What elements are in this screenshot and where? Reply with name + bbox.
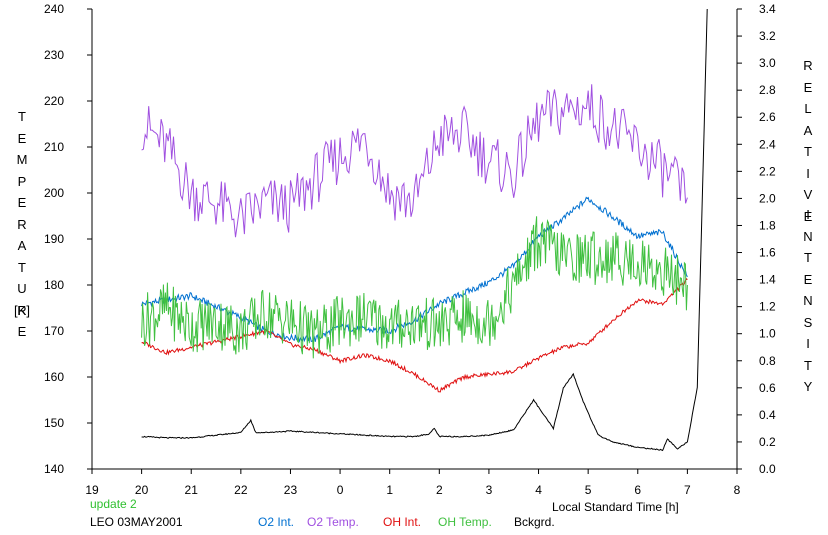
y-left-tick-label: 180 bbox=[44, 278, 64, 292]
y-right-tick-label: 0.0 bbox=[759, 462, 776, 476]
axis-label-letter: R bbox=[803, 58, 813, 73]
y-left-tick-label: 170 bbox=[44, 324, 64, 338]
axis-label-letter: A bbox=[17, 238, 27, 253]
x-tick-label: 8 bbox=[734, 483, 741, 497]
series-line-bckgrd bbox=[141, 8, 708, 452]
x-tick-label: 23 bbox=[284, 483, 298, 497]
legend-item: Bckgrd. bbox=[514, 515, 555, 529]
x-tick-label: 2 bbox=[436, 483, 443, 497]
axis-label-letter: R bbox=[17, 216, 27, 232]
axis-label-letter: E bbox=[17, 130, 27, 146]
y-left-tick-label: 200 bbox=[44, 186, 64, 200]
y-right-tick-label: 0.6 bbox=[759, 381, 776, 395]
y-right-tick-label: 2.0 bbox=[759, 191, 776, 205]
axis-label-letter: R bbox=[17, 302, 27, 318]
axis-label-letter: T bbox=[804, 250, 812, 265]
axis-label-letter: E bbox=[803, 208, 813, 224]
x-tick-label: 1 bbox=[386, 483, 393, 497]
axis-label-letter: A bbox=[803, 122, 813, 138]
axis-label-letter: E bbox=[803, 271, 813, 287]
y-left-tick-label: 150 bbox=[44, 416, 64, 430]
y-right-tick-label: 1.0 bbox=[759, 327, 776, 341]
axis-label-letter: Y bbox=[803, 379, 813, 394]
axis-label-letter: N bbox=[803, 293, 813, 308]
y-right-tick-label: 3.4 bbox=[759, 2, 776, 16]
legend-item: OH Int. bbox=[383, 515, 422, 529]
y-right-tick-label: 2.4 bbox=[759, 137, 776, 151]
axis-label-letter: P bbox=[17, 173, 27, 189]
y-right-tick-label: 1.4 bbox=[759, 273, 776, 287]
x-tick-label: 19 bbox=[85, 483, 99, 497]
x-tick-label: 22 bbox=[234, 483, 248, 497]
axis-label-letter: T bbox=[18, 259, 26, 275]
y-left-tick-label: 210 bbox=[44, 140, 64, 154]
y-right-tick-label: 0.2 bbox=[759, 435, 776, 449]
axis-label-letter: U bbox=[17, 281, 27, 296]
series-line-oh-temp bbox=[141, 216, 688, 359]
y-right-tick-label: 3.0 bbox=[759, 56, 776, 70]
axis-label-letter: T bbox=[804, 357, 812, 373]
legend-item: O2 Temp. bbox=[307, 515, 359, 529]
legend-item: O2 Int. bbox=[258, 515, 295, 529]
series-line-o2-int bbox=[141, 196, 688, 343]
axis-label-letter: T bbox=[804, 144, 812, 159]
y-right-tick-label: 0.8 bbox=[759, 354, 776, 368]
axis-label-letter: I bbox=[806, 165, 810, 181]
axis-label-letter: T bbox=[18, 109, 26, 124]
y-left-tick-label: 140 bbox=[44, 462, 64, 476]
x-tick-label: 21 bbox=[185, 483, 199, 497]
axis-label-letter: N bbox=[803, 228, 813, 244]
series-line-o2-temp bbox=[141, 84, 688, 238]
x-tick-label: 6 bbox=[634, 483, 641, 497]
y-right-tick-label: 2.2 bbox=[759, 164, 776, 178]
y-right-tick-label: 2.8 bbox=[759, 83, 776, 97]
y-axis-left-unit: [K] bbox=[14, 303, 30, 318]
x-tick-label: 20 bbox=[135, 483, 149, 497]
x-axis-label: Local Standard Time [h] bbox=[552, 500, 679, 514]
x-tick-label: 0 bbox=[337, 483, 344, 497]
y-right-tick-label: 0.4 bbox=[759, 408, 776, 422]
y-left-tick-label: 230 bbox=[44, 48, 64, 62]
axis-label-letter: E bbox=[17, 195, 27, 210]
y-left-tick-label: 220 bbox=[44, 94, 64, 108]
axis-label-letter: V bbox=[803, 187, 813, 202]
y-left-tick-label: 240 bbox=[44, 2, 64, 16]
x-tick-label: 7 bbox=[684, 483, 691, 497]
axis-label-letter: I bbox=[806, 336, 810, 351]
y-right-tick-label: 3.2 bbox=[759, 29, 776, 43]
y-left-tick-label: 160 bbox=[44, 370, 64, 384]
axis-label-letter: S bbox=[803, 314, 813, 330]
axis-label-letter: E bbox=[803, 79, 813, 95]
axis-label-letter: E bbox=[17, 324, 27, 339]
axis-label-letter: I bbox=[806, 207, 810, 222]
y-right-tick-label: 2.6 bbox=[759, 110, 776, 124]
axis-label-letter: M bbox=[16, 152, 28, 167]
y-right-tick-label: 1.8 bbox=[759, 218, 776, 232]
y-left-tick-label: 190 bbox=[44, 232, 64, 246]
x-tick-label: 5 bbox=[585, 483, 592, 497]
x-tick-label: 4 bbox=[535, 483, 542, 497]
legend-item: OH Temp. bbox=[438, 515, 492, 529]
station-date-label: LEO 03MAY2001 bbox=[90, 515, 183, 529]
y-right-tick-label: 1.6 bbox=[759, 246, 776, 260]
y-right-tick-label: 1.2 bbox=[759, 300, 776, 314]
update-label: update 2 bbox=[90, 497, 137, 511]
x-tick-label: 3 bbox=[486, 483, 493, 497]
axis-label-letter: L bbox=[804, 101, 812, 116]
